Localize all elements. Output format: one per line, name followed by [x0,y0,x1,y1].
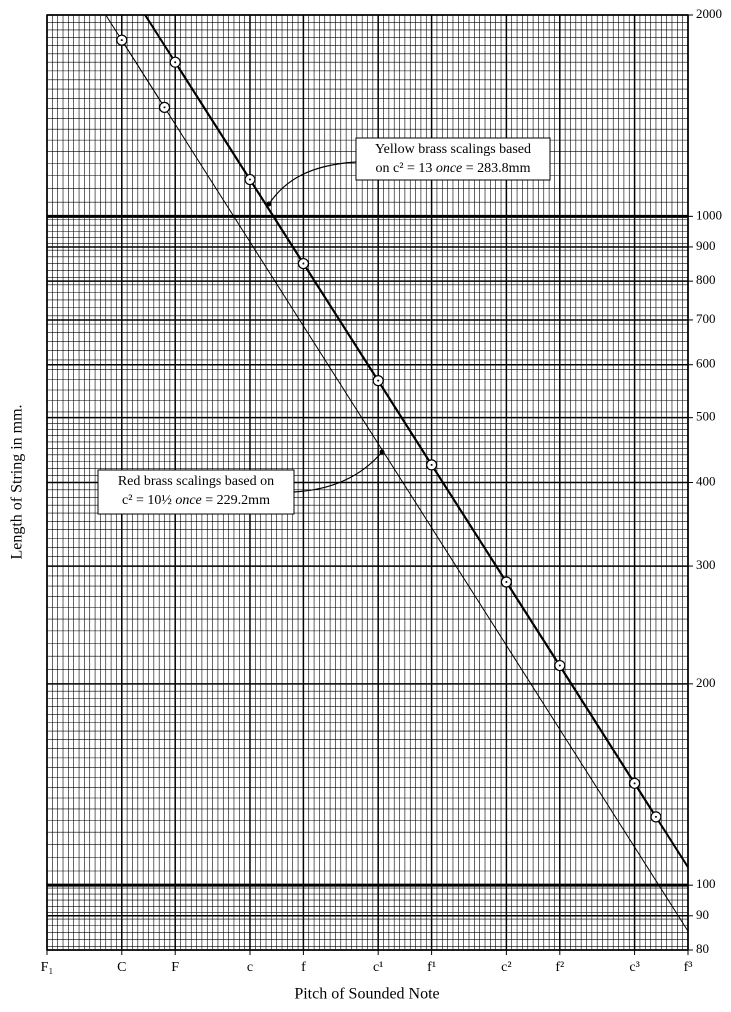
x-tick-label: f³ [684,960,693,975]
annotation-text-part: Red brass scalings based on [118,474,274,489]
annotation-text: c² = 10½ once = 229.2mm [122,493,270,508]
x-axis-title: Pitch of Sounded Note [294,986,439,1003]
annotation-text-part: = 283.8mm [462,161,530,176]
annotation-text-part: once [436,161,462,176]
annotation-text-part: c² = 10½ [122,493,175,508]
data-point-center [163,106,166,109]
x-tick-label: c¹ [373,960,383,975]
annotation-text: Yellow brass scalings based [375,142,531,157]
annotation-text: on c² = 13 once = 283.8mm [376,161,531,176]
annotation-text-part: once [175,493,201,508]
annotation-text-part: = 229.2mm [202,493,270,508]
data-point-center [558,664,561,667]
y-tick-label: 1000 [696,207,722,222]
annotation-text-part: on c² = 13 [376,161,436,176]
x-tick-label: c³ [629,960,639,975]
data-point-center [302,262,305,265]
annotation-box [97,469,295,515]
y-tick-label: 80 [696,941,709,956]
x-tick-label: F [171,960,179,975]
data-point-center [377,379,380,382]
annotation-arrow [268,161,357,205]
annotation-arrow-head [379,449,385,455]
x-tick-label: f¹ [427,960,436,975]
y-tick-label: 100 [696,876,716,891]
y-tick-label: 800 [696,272,716,287]
x-tick-label: f² [555,960,564,975]
scaling-line [121,39,165,108]
annotation-text-part: Yellow brass scalings based [375,142,531,157]
marks [105,15,688,932]
annotation-text: Red brass scalings based on [118,474,274,489]
x-tick-label: f [301,960,306,975]
data-point-center [654,815,657,818]
data-point-center [633,782,636,785]
x-tick-label: F₁ [41,960,54,975]
plot-frame [46,14,689,951]
data-point-center [174,61,177,64]
y-tick-label: 200 [696,675,716,690]
data-point-center [430,463,433,466]
y-axis-title: Length of String in mm. [9,404,26,559]
x-tick-label: c [247,960,253,975]
data-point-center [248,178,251,181]
y-tick-label: 700 [696,311,716,326]
y-tick-label: 500 [696,409,716,424]
y-tick-label: 400 [696,473,716,488]
y-tick-label: 2000 [696,6,722,21]
y-tick-label: 90 [696,907,709,922]
data-point-center [505,580,508,583]
x-tick-label: C [117,960,126,975]
annotation-arrow [293,451,383,493]
y-tick-label: 300 [696,557,716,572]
x-tick-label: c² [501,960,511,975]
annotation-arrow-head [266,201,272,207]
y-tick-label: 600 [696,356,716,371]
data-point-center [120,39,123,42]
y-tick-label: 900 [696,238,716,253]
annotation-box [355,137,551,181]
